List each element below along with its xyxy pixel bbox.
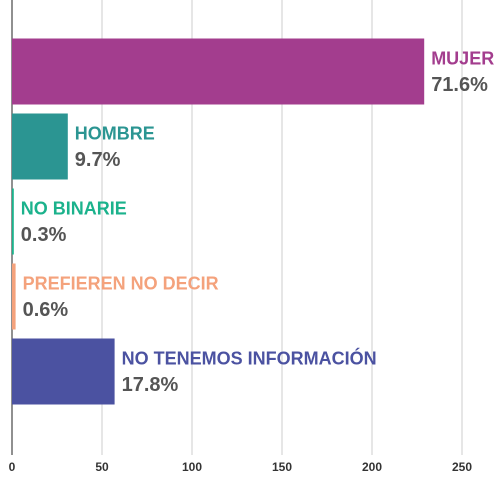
value-label: 17.8% — [122, 374, 179, 396]
bar — [12, 188, 14, 255]
value-label: 71.6% — [431, 74, 488, 96]
category-label: PREFIEREN NO DECIR — [23, 273, 219, 293]
x-tick-label: 100 — [182, 460, 202, 474]
category-label: HOMBRE — [75, 123, 155, 143]
bar — [12, 263, 16, 330]
x-tick-label: 150 — [272, 460, 292, 474]
category-label: MUJER — [431, 48, 494, 68]
value-label: 0.3% — [21, 224, 67, 246]
category-label: NO TENEMOS INFORMACIÓN — [122, 347, 377, 368]
x-tick-label: 200 — [362, 460, 382, 474]
x-tick-label: 0 — [9, 460, 16, 474]
x-tick-label: 250 — [452, 460, 472, 474]
value-label: 0.6% — [23, 299, 69, 321]
x-tick-label: 50 — [95, 460, 109, 474]
bar — [12, 38, 425, 105]
bar — [12, 338, 115, 405]
bar — [12, 113, 68, 180]
value-label: 9.7% — [75, 149, 121, 171]
category-label: NO BINARIE — [21, 198, 127, 218]
